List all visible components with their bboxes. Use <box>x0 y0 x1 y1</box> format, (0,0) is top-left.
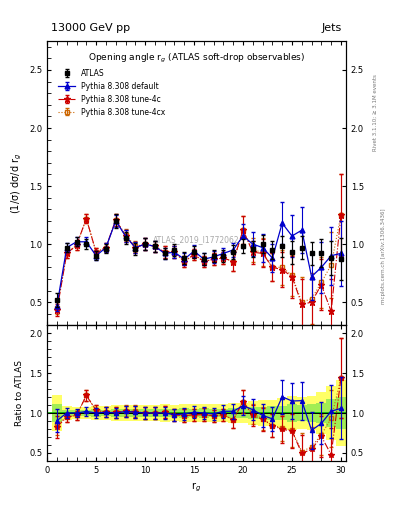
Bar <box>297 405 307 421</box>
Bar <box>150 409 160 417</box>
Bar <box>72 407 81 419</box>
Text: 13000 GeV pp: 13000 GeV pp <box>51 23 130 33</box>
Bar <box>268 399 277 426</box>
Bar <box>248 407 258 419</box>
Bar <box>326 399 336 426</box>
Bar <box>130 409 140 417</box>
Bar <box>277 406 287 420</box>
Bar <box>258 407 268 419</box>
Bar <box>326 386 336 440</box>
Bar <box>297 397 307 430</box>
Bar <box>316 392 326 434</box>
Bar <box>209 404 219 422</box>
Bar <box>160 409 169 417</box>
Bar <box>72 410 81 416</box>
Bar <box>179 404 189 422</box>
Legend: ATLAS, Pythia 8.308 default, Pythia 8.308 tune-4c, Pythia 8.308 tune-4cx: ATLAS, Pythia 8.308 default, Pythia 8.30… <box>55 66 169 120</box>
Text: Jets: Jets <box>321 23 342 33</box>
Bar <box>111 409 121 417</box>
Text: mcplots.cern.ch [arXiv:1306.3436]: mcplots.cern.ch [arXiv:1306.3436] <box>381 208 386 304</box>
Bar <box>150 405 160 421</box>
Bar <box>62 407 72 419</box>
Bar <box>111 405 121 421</box>
Bar <box>62 410 72 416</box>
Bar <box>52 404 62 422</box>
Bar <box>238 408 248 418</box>
Bar <box>287 396 297 430</box>
Bar <box>199 404 209 422</box>
Bar <box>140 409 150 417</box>
Bar <box>277 398 287 428</box>
Bar <box>101 407 111 420</box>
Bar <box>140 405 150 421</box>
Bar <box>169 404 179 421</box>
X-axis label: r$_g$: r$_g$ <box>191 480 202 494</box>
Bar <box>169 409 179 417</box>
Y-axis label: Ratio to ATLAS: Ratio to ATLAS <box>15 360 24 426</box>
Bar <box>121 409 130 417</box>
Bar <box>81 410 91 416</box>
Bar <box>316 402 326 423</box>
Text: Opening angle r$_g$ (ATLAS soft-drop observables): Opening angle r$_g$ (ATLAS soft-drop obs… <box>88 52 305 66</box>
Bar <box>189 404 199 421</box>
Y-axis label: (1/σ) dσ/d r$_g$: (1/σ) dσ/d r$_g$ <box>9 153 24 214</box>
Bar <box>238 403 248 423</box>
Text: ATLAS_2019_I1772062: ATLAS_2019_I1772062 <box>153 236 240 245</box>
Bar <box>101 410 111 416</box>
Bar <box>258 400 268 426</box>
Bar <box>336 380 346 446</box>
Bar <box>81 407 91 419</box>
Bar <box>179 409 189 417</box>
Bar <box>219 404 228 422</box>
Bar <box>209 409 219 417</box>
Bar <box>91 410 101 417</box>
Bar <box>130 404 140 421</box>
Bar <box>199 409 209 418</box>
Bar <box>228 403 238 423</box>
Bar <box>336 396 346 430</box>
Bar <box>91 406 101 420</box>
Bar <box>307 396 316 430</box>
Bar <box>248 401 258 424</box>
Bar <box>268 407 277 420</box>
Text: Rivet 3.1.10; ≥ 3.1M events: Rivet 3.1.10; ≥ 3.1M events <box>373 74 378 151</box>
Bar <box>219 409 228 417</box>
Bar <box>228 408 238 418</box>
Bar <box>160 404 169 422</box>
Bar <box>52 395 62 432</box>
Bar <box>189 409 199 417</box>
Bar <box>307 404 316 422</box>
Bar <box>287 404 297 421</box>
Bar <box>121 406 130 420</box>
